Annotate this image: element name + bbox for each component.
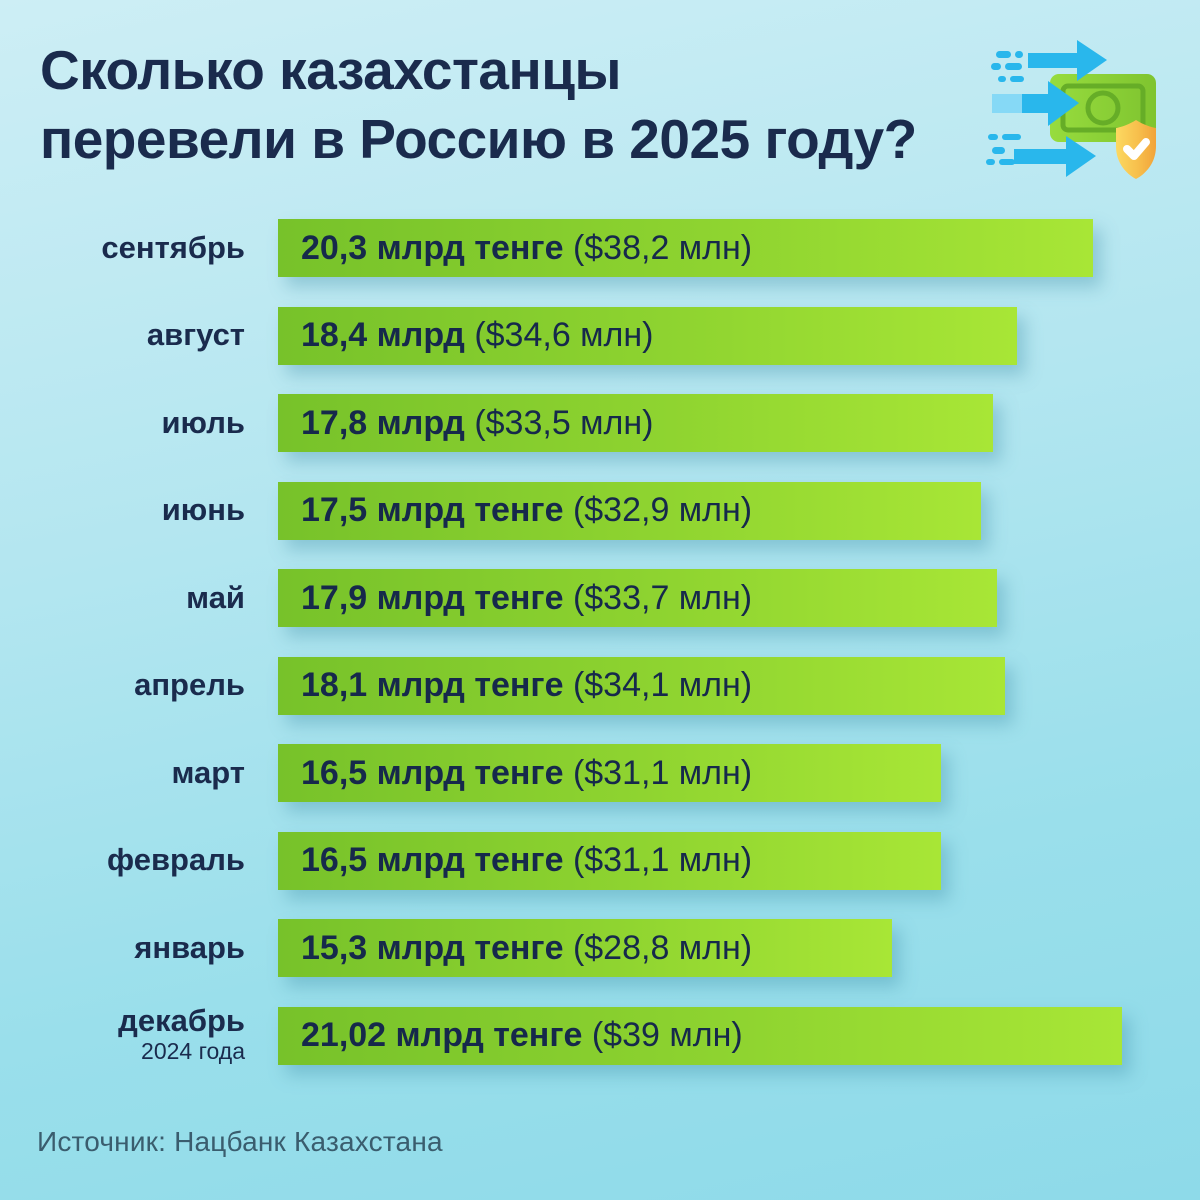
bar-value: 21,02 млрд тенге ($39 млн)	[301, 1016, 743, 1055]
month-label: апрель	[134, 667, 245, 703]
chart-row: февраль 16,5 млрд тенге ($31,1 млн)	[0, 831, 1200, 890]
bar-value-rest: ($33,5 млн)	[464, 403, 654, 442]
chart-row: апрель 18,1 млрд тенге ($34,1 млн)	[0, 656, 1200, 715]
bar-value-rest: ($33,7 млн)	[563, 578, 753, 617]
shield-check-icon	[1116, 120, 1156, 179]
source-note: Источник: Нацбанк Казахстана	[37, 1126, 443, 1157]
bar-area: 17,9 млрд тенге ($33,7 млн)	[278, 569, 1122, 627]
month-label: март	[171, 754, 245, 790]
chart-row: май 17,9 млрд тенге ($33,7 млн)	[0, 569, 1200, 627]
row-label: апрель	[0, 669, 278, 702]
row-label: март	[0, 754, 278, 790]
bar-value-bold: 17,5 млрд тенге	[301, 491, 564, 529]
arrow-top-icon	[991, 40, 1107, 81]
bar: 17,5 млрд тенге ($32,9 млн)	[278, 481, 981, 540]
bar-area: 16,5 млрд тенге ($31,1 млн)	[278, 744, 1122, 802]
bar-value-bold: 17,9 млрд тенге	[301, 578, 564, 617]
bar: 17,8 млрд ($33,5 млн)	[278, 394, 993, 452]
bar-area: 16,5 млрд тенге ($31,1 млн)	[278, 831, 1122, 890]
page-title: Сколько казахстанцы перевели в Россию в …	[40, 36, 917, 175]
bar-value: 18,4 млрд ($34,6 млн)	[301, 316, 654, 355]
month-label: август	[146, 317, 245, 353]
bar-value-rest: ($34,1 млн)	[563, 666, 753, 704]
bar-value-rest: ($28,8 млн)	[563, 928, 753, 967]
chart-row: март 16,5 млрд тенге ($31,1 млн)	[0, 744, 1200, 802]
bar-area: 17,5 млрд тенге ($32,9 млн)	[278, 481, 1122, 540]
bar-value: 20,3 млрд тенге ($38,2 млн)	[301, 229, 752, 268]
bar-value: 17,5 млрд тенге ($32,9 млн)	[301, 491, 752, 530]
bar-area: 15,3 млрд тенге ($28,8 млн)	[278, 919, 1122, 977]
month-label: февраль	[107, 842, 245, 878]
bar-value-rest: ($38,2 млн)	[563, 228, 753, 267]
bar-area: 17,8 млрд ($33,5 млн)	[278, 394, 1122, 452]
bar-value: 17,9 млрд тенге ($33,7 млн)	[301, 579, 752, 618]
arrow-bottom-icon	[986, 134, 1096, 177]
row-label: сентябрь	[0, 229, 278, 265]
row-label: декабрь 2024 года	[0, 1005, 278, 1065]
bar-value-bold: 18,4 млрд	[301, 316, 465, 354]
header: Сколько казахстанцы перевели в Россию в …	[40, 36, 917, 175]
bar-value-rest: ($39 млн)	[582, 1016, 743, 1054]
row-label: август	[0, 319, 278, 352]
bar-area: 18,4 млрд ($34,6 млн)	[278, 306, 1122, 365]
bar-value-rest: ($31,1 млн)	[563, 753, 753, 792]
bar: 20,3 млрд тенге ($38,2 млн)	[278, 219, 1094, 277]
bar-area: 18,1 млрд тенге ($34,1 млн)	[278, 656, 1122, 715]
row-label: февраль	[0, 844, 278, 877]
bar-area: 21,02 млрд тенге ($39 млн)	[278, 1006, 1122, 1065]
month-label: май	[186, 579, 245, 615]
bar: 21,02 млрд тенге ($39 млн)	[278, 1006, 1122, 1065]
row-label: январь	[0, 929, 278, 965]
bar: 16,5 млрд тенге ($31,1 млн)	[278, 744, 941, 802]
bar-value: 15,3 млрд тенге ($28,8 млн)	[301, 929, 752, 968]
money-transfer-icon	[986, 28, 1172, 188]
bar-value-bold: 21,02 млрд тенге	[301, 1016, 583, 1054]
chart-row: июль 17,8 млрд ($33,5 млн)	[0, 394, 1200, 452]
bar-value-bold: 20,3 млрд тенге	[301, 228, 564, 267]
bar-value: 16,5 млрд тенге ($31,1 млн)	[301, 841, 752, 880]
bar-value-bold: 17,8 млрд	[301, 403, 465, 442]
bar-value-bold: 16,5 млрд тенге	[301, 753, 564, 792]
bar: 16,5 млрд тенге ($31,1 млн)	[278, 831, 941, 890]
month-label: июль	[161, 404, 245, 440]
bar: 15,3 млрд тенге ($28,8 млн)	[278, 919, 893, 977]
chart-row: декабрь 2024 года 21,02 млрд тенге ($39 …	[0, 1005, 1200, 1065]
bar-value-bold: 16,5 млрд тенге	[301, 841, 564, 879]
row-label: май	[0, 579, 278, 615]
arrow-middle-icon	[992, 76, 1079, 126]
bar: 18,1 млрд тенге ($34,1 млн)	[278, 656, 1005, 715]
row-label: июль	[0, 404, 278, 440]
month-label: сентябрь	[101, 229, 245, 265]
month-sublabel: 2024 года	[141, 1037, 245, 1064]
money-transfer-icon-svg	[986, 40, 1156, 179]
bar-value-bold: 15,3 млрд тенге	[301, 928, 564, 967]
bar-value-rest: ($31,1 млн)	[563, 841, 753, 879]
bar-value-bold: 18,1 млрд тенге	[301, 666, 564, 704]
bar-value: 18,1 млрд тенге ($34,1 млн)	[301, 666, 752, 705]
bar-value: 16,5 млрд тенге ($31,1 млн)	[301, 754, 752, 793]
month-label: декабрь	[118, 1003, 245, 1039]
row-label: июнь	[0, 494, 278, 527]
chart-row: сентябрь 20,3 млрд тенге ($38,2 млн)	[0, 219, 1200, 277]
bar-chart: сентябрь 20,3 млрд тенге ($38,2 млн) авг…	[0, 219, 1200, 1094]
bar-value: 17,8 млрд ($33,5 млн)	[301, 404, 654, 443]
chart-row: январь 15,3 млрд тенге ($28,8 млн)	[0, 919, 1200, 977]
month-label: январь	[134, 929, 245, 965]
bar-value-rest: ($32,9 млн)	[563, 491, 753, 529]
month-label: июнь	[161, 492, 245, 528]
chart-row: август 18,4 млрд ($34,6 млн)	[0, 306, 1200, 365]
page-title-line1: Сколько казахстанцы	[40, 39, 622, 101]
bar: 18,4 млрд ($34,6 млн)	[278, 306, 1017, 365]
chart-row: июнь 17,5 млрд тенге ($32,9 млн)	[0, 481, 1200, 540]
page-title-line2: перевели в Россию в 2025 году?	[40, 108, 917, 171]
bar-area: 20,3 млрд тенге ($38,2 млн)	[278, 219, 1122, 277]
bar: 17,9 млрд тенге ($33,7 млн)	[278, 569, 997, 627]
bar-value-rest: ($34,6 млн)	[464, 316, 654, 354]
